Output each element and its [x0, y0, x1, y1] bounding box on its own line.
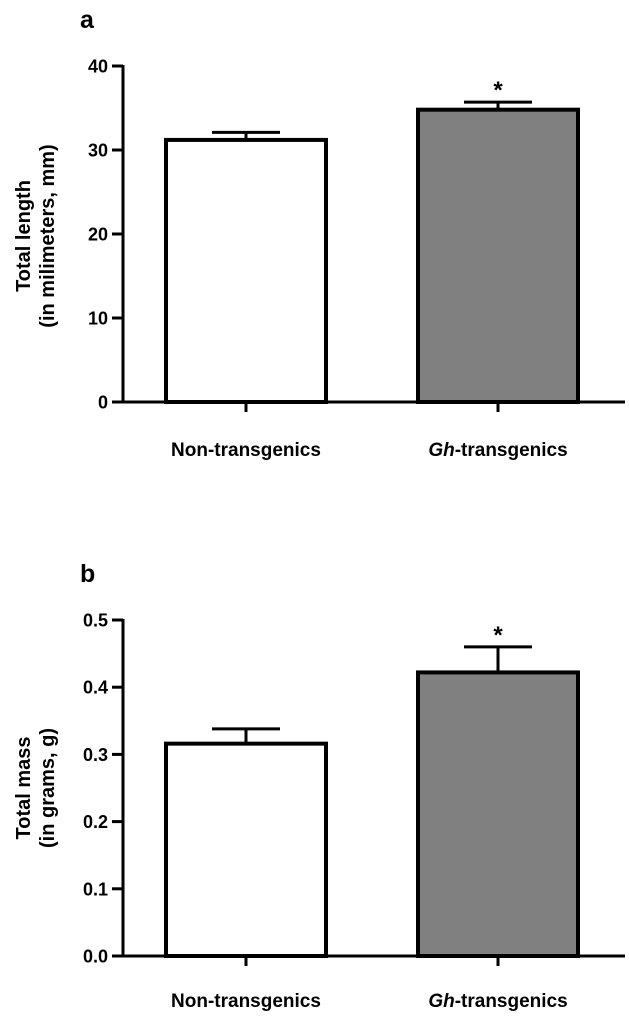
y-tick-label: 0 [98, 393, 108, 413]
y-tick-label: 0.2 [83, 812, 108, 832]
significance-marker: * [493, 77, 503, 104]
y-tick-label: 20 [88, 225, 108, 245]
y-tick-label: 10 [88, 309, 108, 329]
y-tick-label: 0.0 [83, 947, 108, 967]
category-label: Gh-transgenics [428, 440, 567, 461]
category-label: Non-transgenics [171, 440, 321, 461]
y-tick-label: 0.4 [83, 678, 108, 698]
category-label-italic: Gh [428, 991, 454, 1012]
y-axis-label-line: Total mass [13, 737, 35, 840]
bar-1 [416, 107, 580, 405]
y-axis-label-line: Total length [13, 180, 35, 292]
y-tick-label: 0.5 [83, 611, 108, 631]
panel-label: b [80, 560, 95, 588]
y-axis-label: Total mass (in grams, g) [13, 728, 59, 848]
chart-panel-a: a Total length (in milimeters, mm) Non-tran… [13, 6, 625, 461]
y-tick-label: 0.1 [83, 879, 108, 899]
category-label-text: Non-transgenics [171, 991, 321, 1012]
category-label-rest: -transgenics [455, 440, 568, 461]
panel-label: a [80, 6, 95, 34]
significance-marker: * [493, 622, 503, 649]
y-tick-label: 30 [88, 141, 108, 161]
bar-0 [164, 741, 328, 959]
category-label-rest: -transgenics [455, 991, 568, 1012]
category-label: Gh-transgenics [428, 991, 567, 1012]
bar-1 [416, 670, 580, 959]
category-label-text: Non-transgenics [171, 440, 321, 461]
chart-panel-b: b Total mass (in grams, g) Non-transgenics *… [13, 560, 625, 1012]
category-label: Non-transgenics [171, 991, 321, 1012]
y-tick-label: 40 [88, 57, 108, 77]
category-label-italic: Gh [428, 440, 454, 461]
bar-0 [164, 137, 328, 404]
y-axis-label-line: (in milimeters, mm) [37, 144, 59, 327]
y-tick-label: 0.3 [83, 745, 108, 765]
y-axis-label-line: (in grams, g) [37, 728, 59, 848]
y-axis-label: Total length (in milimeters, mm) [13, 144, 59, 327]
